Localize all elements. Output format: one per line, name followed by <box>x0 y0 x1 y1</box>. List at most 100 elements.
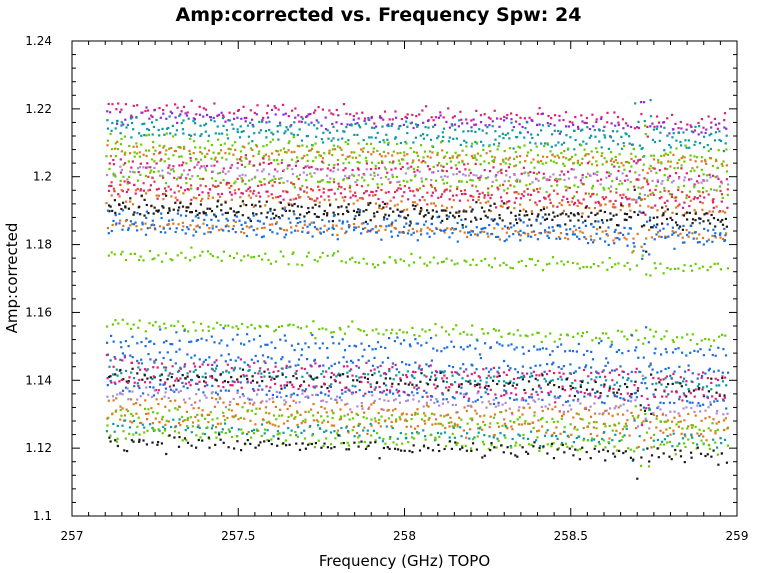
data-point <box>322 370 325 373</box>
data-point <box>528 406 531 409</box>
data-point <box>620 161 623 165</box>
data-point <box>608 387 611 390</box>
data-point <box>510 226 513 229</box>
data-point <box>206 250 210 253</box>
data-point <box>548 393 551 396</box>
data-point <box>702 354 705 357</box>
data-point <box>607 187 610 190</box>
data-point <box>221 156 224 159</box>
data-point <box>264 361 267 365</box>
data-point <box>306 395 309 398</box>
data-point <box>301 389 304 392</box>
data-point <box>159 159 162 162</box>
data-point <box>105 155 108 158</box>
data-point <box>245 225 248 228</box>
data-point <box>461 224 464 227</box>
data-point <box>425 391 428 394</box>
data-point <box>316 228 319 231</box>
data-point <box>301 264 304 267</box>
data-point <box>137 366 140 369</box>
data-point <box>371 329 374 332</box>
data-point <box>391 382 394 385</box>
data-point <box>453 263 456 266</box>
data-point <box>501 132 504 135</box>
data-point <box>183 419 186 422</box>
data-point <box>158 351 161 354</box>
data-point <box>206 413 209 416</box>
data-point <box>675 336 679 339</box>
data-point <box>283 384 286 387</box>
data-point <box>307 207 310 210</box>
data-point <box>211 376 214 379</box>
data-point <box>483 113 486 116</box>
data-point <box>455 167 458 170</box>
data-point <box>644 417 647 420</box>
data-point <box>662 212 665 215</box>
data-point <box>410 413 414 416</box>
data-point <box>119 165 122 168</box>
data-point <box>351 168 354 172</box>
data-point <box>432 125 435 128</box>
data-point <box>165 104 168 107</box>
data-point <box>614 199 617 202</box>
data-point <box>151 176 154 179</box>
data-point <box>610 343 613 346</box>
data-point <box>172 165 175 168</box>
data-point <box>573 195 576 198</box>
data-point <box>361 197 364 201</box>
data-point <box>150 204 153 207</box>
data-point <box>556 180 559 183</box>
data-point <box>564 223 567 226</box>
data-point <box>138 166 142 169</box>
data-point <box>138 378 141 381</box>
data-point <box>649 115 653 118</box>
data-point <box>461 377 464 380</box>
data-point <box>680 157 683 160</box>
data-point <box>572 168 576 171</box>
data-point <box>282 181 285 184</box>
data-point <box>232 397 235 400</box>
data-point <box>256 227 259 230</box>
data-point <box>622 127 625 130</box>
data-point <box>146 109 150 112</box>
data-point <box>246 377 249 381</box>
data-point <box>503 240 506 243</box>
data-point <box>566 186 569 189</box>
data-point <box>685 194 688 197</box>
data-point <box>182 398 185 401</box>
data-point <box>391 366 394 369</box>
data-point <box>517 409 520 412</box>
data-point <box>447 389 450 392</box>
data-point <box>519 155 522 158</box>
data-point <box>152 394 155 397</box>
data-point <box>499 264 502 267</box>
data-point <box>601 413 604 416</box>
data-point <box>256 219 259 222</box>
data-point <box>562 403 565 407</box>
data-point <box>587 192 591 195</box>
data-point <box>590 238 593 241</box>
data-point <box>469 205 472 209</box>
data-point <box>515 155 518 158</box>
data-point <box>194 215 197 218</box>
data-point <box>514 218 518 221</box>
data-point <box>227 389 230 392</box>
data-point <box>537 190 540 194</box>
data-point <box>448 198 451 201</box>
data-point <box>485 367 488 370</box>
data-point <box>146 127 149 131</box>
data-point <box>305 173 309 177</box>
data-point <box>261 120 264 123</box>
data-point <box>396 189 399 192</box>
data-point <box>511 384 514 387</box>
data-point <box>387 143 390 146</box>
data-point <box>222 167 225 170</box>
data-point <box>524 171 527 174</box>
data-point <box>589 405 592 408</box>
data-point <box>601 370 604 373</box>
data-point <box>607 226 610 229</box>
data-point <box>724 211 727 214</box>
data-point <box>711 395 714 398</box>
data-point <box>410 165 413 168</box>
data-point <box>637 159 640 162</box>
